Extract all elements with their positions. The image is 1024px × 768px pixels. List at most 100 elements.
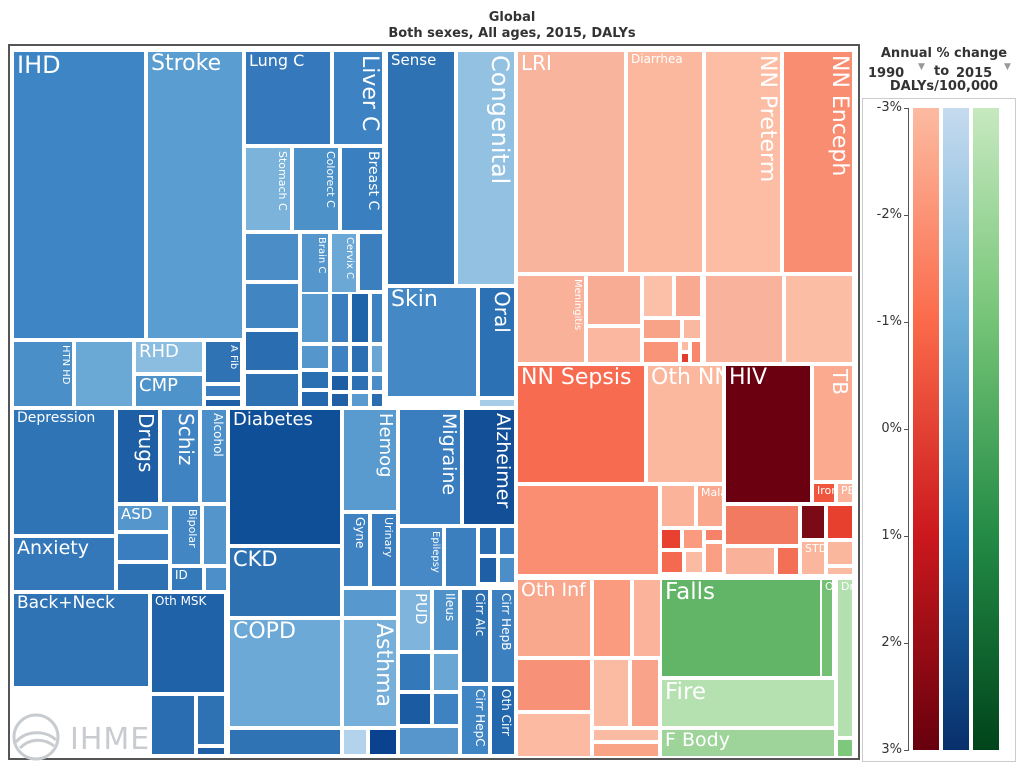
cell-ileus[interactable]: Ileus [432,588,460,652]
cell-alcohol[interactable]: Alcohol [200,408,228,504]
cell[interactable] [630,658,660,728]
cell[interactable] [370,344,384,374]
cell[interactable] [516,658,592,712]
cell[interactable] [516,484,660,576]
cell[interactable] [586,326,642,364]
cell-liver-c[interactable]: Liver C [332,50,384,146]
cell[interactable] [228,728,342,756]
cell[interactable] [592,742,660,758]
cell[interactable] [398,652,432,692]
cell[interactable] [244,232,300,282]
cell[interactable] [642,340,680,364]
cell-falls[interactable]: Falls [660,578,828,678]
cell[interactable] [358,232,384,292]
cell-drugs[interactable]: Drugs [116,408,160,504]
cell-sense[interactable]: Sense [386,50,456,286]
cell[interactable] [116,532,170,562]
cell-asthma[interactable]: Asthma [342,618,398,728]
from-dropdown-icon[interactable]: ▼ [918,62,925,72]
cell[interactable] [330,292,350,344]
cell[interactable] [300,292,330,344]
cell[interactable] [350,292,370,344]
cell-oth-inf[interactable]: Oth Inf [516,578,592,658]
cell-ckd[interactable]: CKD [228,546,342,618]
cell[interactable] [478,398,516,408]
cell[interactable] [704,528,724,542]
cell[interactable] [432,652,460,692]
cell[interactable] [826,504,854,540]
cell-back-neck[interactable]: Back+Neck [12,592,150,688]
cell-bipolar[interactable]: Bipolar [170,504,202,566]
cell-pem[interactable]: PEM [836,482,854,504]
cell-oth-nn[interactable]: Oth NN [646,364,724,484]
cell[interactable] [342,728,368,756]
cell-alzheimer[interactable]: Alzheimer [462,408,516,526]
cell[interactable] [370,292,384,344]
cell[interactable] [660,484,696,528]
cell-lri[interactable]: LRI [516,50,626,274]
cell[interactable] [680,352,690,364]
cell-nn-sepsis[interactable]: NN Sepsis [516,364,646,484]
to-dropdown-icon[interactable]: ▼ [1004,62,1011,72]
cell-fire[interactable]: Fire [660,678,836,728]
cell-malaria[interactable]: Malaria [696,484,724,528]
cell[interactable] [592,658,630,728]
cell-oth-unint[interactable]: Oth Unint [820,578,834,678]
cell-ihd[interactable]: IHD [12,50,146,340]
cell[interactable] [690,340,702,364]
cell[interactable] [330,392,350,408]
cell[interactable] [244,372,300,408]
cell-cirr-hepc[interactable]: Cirr HepC [460,684,490,756]
cell-stomach-c[interactable]: Stomach C [244,146,292,232]
cell-oral[interactable]: Oral [478,286,516,398]
cell[interactable] [150,694,196,756]
cell[interactable] [350,392,370,408]
cell[interactable] [202,504,228,566]
cell-oth-msk[interactable]: Oth MSK [150,592,226,694]
cell[interactable] [680,340,690,352]
cell[interactable] [498,526,516,556]
cell[interactable] [800,504,826,540]
cell-gyne[interactable]: Gyne [342,512,370,588]
cell[interactable] [784,274,854,364]
cell[interactable] [370,374,384,392]
cell[interactable] [196,694,226,746]
cell-drown[interactable]: Drown [836,578,854,738]
cell[interactable] [836,738,854,758]
cell-congenital[interactable]: Congenital [456,50,516,286]
cell[interactable] [724,546,776,576]
cell-diabetes[interactable]: Diabetes [228,408,342,546]
cell-htn-hd[interactable]: HTN HD [12,340,74,408]
cell[interactable] [196,746,226,756]
cell[interactable] [642,274,674,318]
cell[interactable] [350,374,370,392]
cell-copd[interactable]: COPD [228,618,342,728]
cell[interactable] [660,528,682,550]
cell[interactable] [432,692,460,726]
cell-rhd[interactable]: RHD [134,340,204,374]
cell[interactable] [204,384,242,398]
cell[interactable] [444,526,478,588]
cell[interactable] [204,566,228,592]
cell[interactable] [592,728,660,742]
cell-hiv[interactable]: HIV [724,364,812,504]
cell[interactable] [660,550,684,574]
cell[interactable] [370,392,384,408]
cell-std[interactable]: STD [800,540,826,576]
cell[interactable] [704,542,724,574]
cell-cirr-hepb[interactable]: Cirr HepB [490,588,516,684]
cell[interactable] [704,274,784,364]
cell-a-fib[interactable]: A Fib [204,340,242,384]
cell[interactable] [204,398,242,408]
cell[interactable] [516,712,592,758]
cell-epilepsy[interactable]: Epilepsy [398,526,444,588]
cell[interactable] [398,692,432,726]
cell[interactable] [398,726,460,756]
cell[interactable] [244,330,300,372]
cell[interactable] [674,274,702,318]
cell-brain-c[interactable]: Brain C [300,232,330,302]
cell[interactable] [330,344,350,374]
cell[interactable] [682,318,702,340]
cell[interactable] [724,504,800,546]
cell[interactable] [632,578,662,658]
